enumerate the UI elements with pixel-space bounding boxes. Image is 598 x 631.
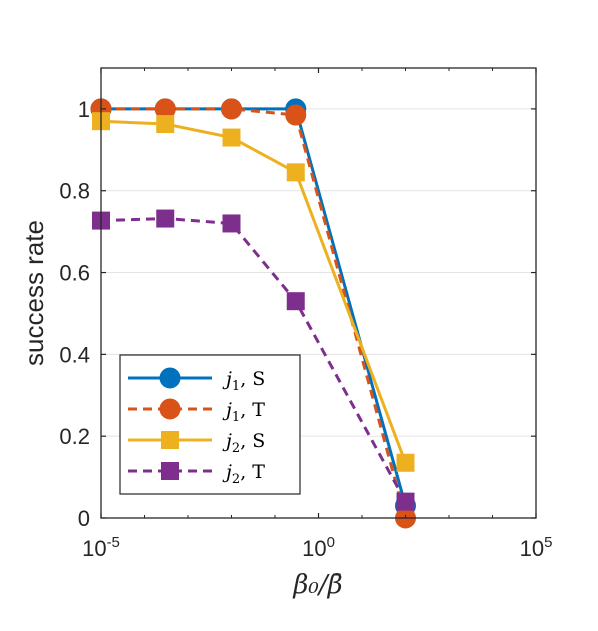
data-point <box>286 163 305 182</box>
data-point <box>156 115 175 134</box>
data-point <box>396 492 415 511</box>
data-point <box>396 453 415 472</box>
legend-marker <box>159 367 181 389</box>
legend-marker <box>161 431 179 449</box>
y-axis-label: success rate <box>19 220 49 366</box>
legend-marker <box>161 462 179 480</box>
y-tick-label: 0.6 <box>59 261 90 286</box>
axis-ticks: 0 0.2 0.4 0.6 0.8 1 10-5 100 105 <box>59 68 552 561</box>
x-tick-label: 10-5 <box>82 534 120 561</box>
x-tick-label: 105 <box>520 534 553 561</box>
y-tick-label: 0 <box>78 506 90 531</box>
legend-marker <box>159 398 181 420</box>
x-tick-label: 100 <box>302 534 335 561</box>
y-tick-label: 0.8 <box>59 179 90 204</box>
legend-label: j2, T <box>222 461 265 487</box>
series-4 <box>92 209 415 511</box>
series-line <box>101 107 407 519</box>
x-axis-label: β₀/β̄ <box>292 570 342 600</box>
legend-box <box>119 354 301 495</box>
legend: j1, S j1, T j2, S j2, T <box>119 354 301 495</box>
data-point <box>222 214 241 233</box>
data-point <box>156 209 175 228</box>
data-point <box>286 292 305 311</box>
legend-label: j1, T <box>222 399 265 425</box>
data-point <box>221 98 242 120</box>
series-3 <box>92 112 415 472</box>
legend-label: j1, S <box>222 368 265 394</box>
legend-label: j2, S <box>222 430 265 456</box>
data-point <box>222 128 241 147</box>
y-tick-label: 0.2 <box>59 424 90 449</box>
data-point <box>285 104 307 126</box>
series-line <box>100 217 407 503</box>
y-tick-label: 0.4 <box>59 342 90 367</box>
y-tick-label: 1 <box>78 97 90 122</box>
